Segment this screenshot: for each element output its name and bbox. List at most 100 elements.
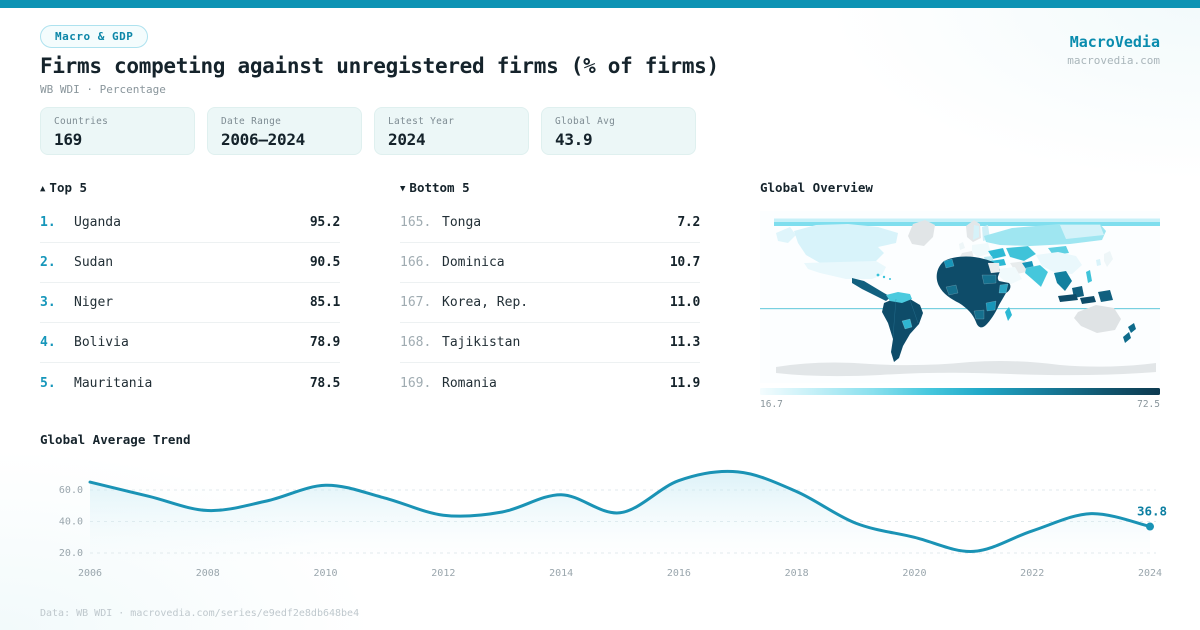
- list-item: 168. Tajikistan 11.3: [400, 323, 700, 363]
- stat-value: 2024: [388, 130, 426, 149]
- category-badge: Macro & GDP: [40, 25, 149, 48]
- africa: [936, 256, 1012, 328]
- arctic-band: [774, 218, 1160, 226]
- rank-number: 168.: [400, 335, 432, 350]
- country-name: Mauritania: [74, 375, 153, 391]
- x-axis-label: 2016: [667, 568, 691, 579]
- rank-number: 2.: [40, 255, 56, 270]
- y-axis-label: 60.0: [59, 485, 83, 496]
- rank-number: 166.: [400, 255, 432, 270]
- australia: [1074, 305, 1121, 333]
- list-item: 165. Tonga 7.2: [400, 203, 700, 243]
- x-axis-label: 2024: [1138, 568, 1162, 579]
- rank-number: 169.: [400, 375, 432, 391]
- stat-card: Latest Year 2024: [374, 107, 529, 155]
- list-item: 166. Dominica 10.7: [400, 243, 700, 283]
- list-item: 3. Niger 85.1: [40, 283, 340, 323]
- trend-end-value-label: 36.8: [1137, 504, 1167, 519]
- country-value: 11.0: [669, 295, 700, 310]
- map-scale-labels: 16.7 72.5: [760, 399, 1160, 410]
- stat-label: Date Range: [221, 116, 282, 127]
- country-value: 95.2: [309, 215, 340, 230]
- north-america: [776, 224, 898, 301]
- stat-card: Global Avg 43.9: [541, 107, 696, 155]
- country-value: 11.9: [669, 375, 700, 391]
- brand-name: MacroVedia: [1069, 33, 1160, 51]
- x-axis-label: 2010: [314, 568, 338, 579]
- list-item: 167. Korea, Rep. 11.0: [400, 283, 700, 323]
- page-title: Firms competing against unregistered fir…: [40, 54, 719, 78]
- country-name: Tajikistan: [442, 335, 521, 350]
- brand-site-url: macrovedia.com: [1067, 54, 1160, 67]
- stat-value: 2006—2024: [221, 130, 305, 149]
- country-name: Romania: [442, 375, 497, 391]
- list-item: 2. Sudan 90.5: [40, 243, 340, 283]
- triangle-up-icon: ▲: [40, 184, 46, 194]
- top5-section: ▲ Top 5 1. Uganda 95.2 2. Sudan 90.5 3. Niger 85.…: [40, 180, 340, 403]
- bottom5-title: Bottom 5: [409, 180, 470, 195]
- equator-line: [760, 308, 1160, 310]
- bottom5-heading: ▼ Bottom 5: [400, 180, 700, 195]
- x-axis-label: 2012: [431, 568, 455, 579]
- list-item: 169. Romania 11.9: [400, 363, 700, 403]
- country-name: Tonga: [442, 215, 482, 230]
- country-value: 10.7: [669, 255, 700, 270]
- stat-value: 43.9: [555, 130, 593, 149]
- list-item: 1. Uganda 95.2: [40, 203, 340, 243]
- top-accent-bar: [0, 0, 1200, 8]
- list-item: 4. Bolivia 78.9: [40, 323, 340, 363]
- country-name: Niger: [74, 295, 114, 310]
- rank-number: 165.: [400, 215, 432, 230]
- trend-end-dot: [1146, 522, 1154, 531]
- trend-section: Global Average Trend 60.0 40.0 20.0 2006 200…: [40, 432, 1170, 584]
- country-value: 11.3: [669, 335, 700, 350]
- south-america: [882, 292, 923, 362]
- list-item: 5. Mauritania 78.5: [40, 363, 340, 403]
- x-axis-label: 2006: [78, 568, 102, 579]
- stat-label: Global Avg: [555, 116, 616, 127]
- rank-number: 4.: [40, 335, 56, 350]
- stats-row: Countries 169 Date Range 2006—2024 Latest Ye…: [40, 107, 696, 155]
- country-value: 78.9: [309, 335, 340, 350]
- world-map: [760, 211, 1160, 383]
- top5-list: 1. Uganda 95.2 2. Sudan 90.5 3. Niger 85.1 4. Boli…: [40, 203, 340, 403]
- x-axis-label: 2022: [1020, 568, 1044, 579]
- y-axis-label: 40.0: [59, 517, 83, 528]
- footer-source: Data: WB WDI · macrovedia.com/series/e9e…: [40, 608, 360, 619]
- scale-max-label: 72.5: [1137, 399, 1160, 410]
- x-axis-label: 2020: [902, 568, 926, 579]
- stat-label: Countries: [54, 116, 109, 127]
- stat-label: Latest Year: [388, 116, 455, 127]
- stat-card: Countries 169: [40, 107, 195, 155]
- rank-number: 1.: [40, 215, 56, 230]
- stat-value: 169: [54, 130, 82, 149]
- y-axis-label: 20.0: [59, 548, 83, 559]
- page-subtitle: WB WDI · Percentage: [40, 83, 166, 96]
- country-value: 78.5: [309, 375, 340, 391]
- antarctica: [776, 361, 1156, 377]
- new-zealand: [1128, 323, 1136, 333]
- stat-card: Date Range 2006—2024: [207, 107, 362, 155]
- map-section: Global Overview: [760, 180, 1160, 410]
- x-axis-label: 2014: [549, 568, 573, 579]
- rank-number: 5.: [40, 375, 56, 391]
- trend-line-chart: 60.0 40.0 20.0 2006 2008 2010 2012 2014 2016 2018…: [59, 469, 1167, 579]
- trend-line: [88, 469, 1152, 553]
- scale-min-label: 16.7: [760, 399, 783, 410]
- country-value: 7.2: [677, 215, 700, 230]
- country-name: Dominica: [442, 255, 505, 270]
- map-color-scale: [760, 388, 1160, 395]
- asia: [990, 245, 1113, 304]
- rank-number: 3.: [40, 295, 56, 310]
- country-name: Korea, Rep.: [442, 295, 529, 310]
- x-axis-label: 2008: [196, 568, 220, 579]
- country-name: Sudan: [74, 255, 114, 270]
- oceania: [1074, 305, 1136, 343]
- triangle-down-icon: ▼: [400, 184, 406, 194]
- trend-title: Global Average Trend: [40, 432, 191, 447]
- greenland: [908, 220, 935, 246]
- bottom5-section: ▼ Bottom 5 165. Tonga 7.2 166. Dominica 10.7 16…: [400, 180, 700, 403]
- country-value: 85.1: [309, 295, 340, 310]
- rank-number: 167.: [400, 295, 432, 310]
- top5-title: Top 5: [49, 180, 88, 195]
